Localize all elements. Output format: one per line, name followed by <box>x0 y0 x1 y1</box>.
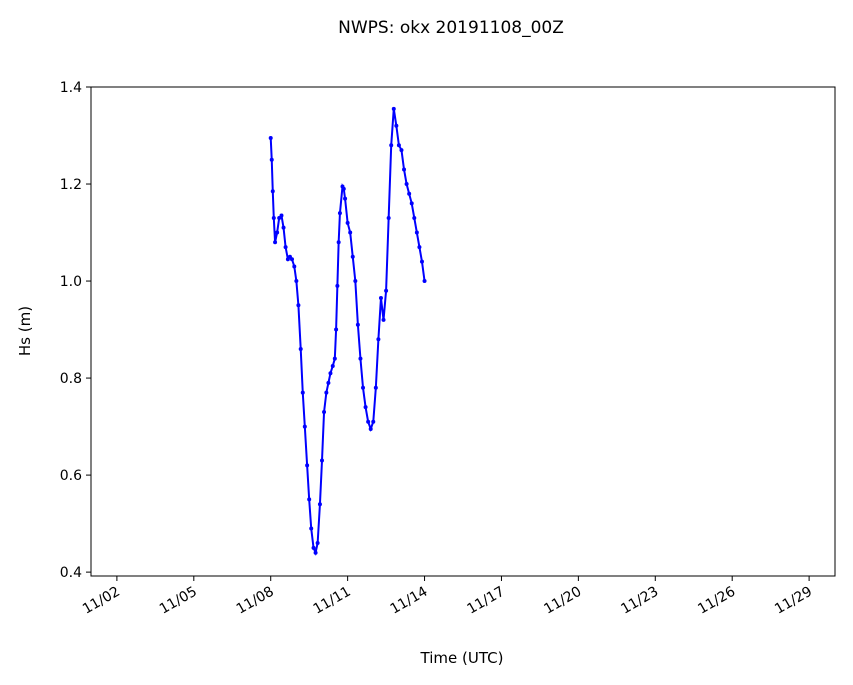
data-point <box>275 230 280 235</box>
data-point <box>348 230 353 235</box>
data-point <box>283 245 288 250</box>
y-tick-label: 0.4 <box>60 565 82 581</box>
data-point <box>300 390 305 395</box>
data-point <box>328 371 333 376</box>
data-point <box>269 157 274 162</box>
data-point <box>355 322 360 327</box>
data-point <box>296 303 301 308</box>
y-tick-label: 0.6 <box>60 468 82 484</box>
data-point <box>311 545 316 550</box>
data-point <box>394 123 399 128</box>
data-point <box>341 186 346 191</box>
data-point <box>345 220 350 225</box>
data-point <box>317 502 322 507</box>
data-point <box>422 279 427 284</box>
data-point <box>315 541 320 546</box>
y-axis-label: Hs (m) <box>16 306 34 356</box>
data-point <box>335 283 340 288</box>
data-point <box>399 148 404 153</box>
data-point <box>336 240 341 245</box>
data-point <box>332 356 337 361</box>
data-point <box>322 410 327 415</box>
data-point <box>350 254 355 259</box>
data-point <box>334 327 339 332</box>
data-point <box>302 424 307 429</box>
data-point <box>402 167 407 172</box>
y-tick-label: 0.8 <box>60 371 82 387</box>
data-point <box>361 385 366 390</box>
data-point <box>419 259 424 264</box>
data-point <box>368 427 373 432</box>
y-tick-label: 1.2 <box>60 177 82 193</box>
data-point <box>417 245 422 250</box>
plot-frame <box>90 86 836 577</box>
data-point <box>386 215 391 220</box>
data-point <box>330 363 335 368</box>
data-point <box>409 201 414 206</box>
data-point <box>270 189 275 194</box>
data-point <box>366 419 371 424</box>
data-point <box>353 279 358 284</box>
data-point <box>391 106 396 111</box>
data-point <box>307 497 312 502</box>
data-point <box>319 458 324 463</box>
data-point <box>412 215 417 220</box>
data-point <box>381 317 386 322</box>
data-point <box>414 230 419 235</box>
data-point <box>396 143 401 148</box>
data-point <box>389 143 394 148</box>
data-point <box>407 191 412 196</box>
data-point <box>384 288 389 293</box>
data-point <box>404 182 409 187</box>
data-point <box>268 135 273 140</box>
data-point <box>373 385 378 390</box>
data-point <box>294 279 299 284</box>
data-point <box>363 405 368 410</box>
data-point <box>273 240 278 245</box>
data-point <box>337 211 342 216</box>
data-point <box>313 550 318 555</box>
data-point <box>324 390 329 395</box>
data-point <box>371 419 376 424</box>
data-point <box>358 356 363 361</box>
data-point <box>376 337 381 342</box>
y-tick-label: 1.0 <box>60 274 82 290</box>
data-point <box>378 296 383 301</box>
data-point <box>292 264 297 269</box>
data-point <box>281 225 286 230</box>
data-point <box>343 196 348 201</box>
data-point <box>298 346 303 351</box>
data-point <box>271 215 276 220</box>
chart-title: NWPS: okx 20191108_00Z <box>338 18 564 38</box>
data-point <box>326 380 331 385</box>
data-point <box>279 213 284 218</box>
data-point <box>309 526 314 531</box>
data-point <box>305 463 310 468</box>
data-point <box>289 257 294 262</box>
y-tick-label: 1.4 <box>60 80 82 96</box>
x-axis-label: Time (UTC) <box>420 649 504 667</box>
